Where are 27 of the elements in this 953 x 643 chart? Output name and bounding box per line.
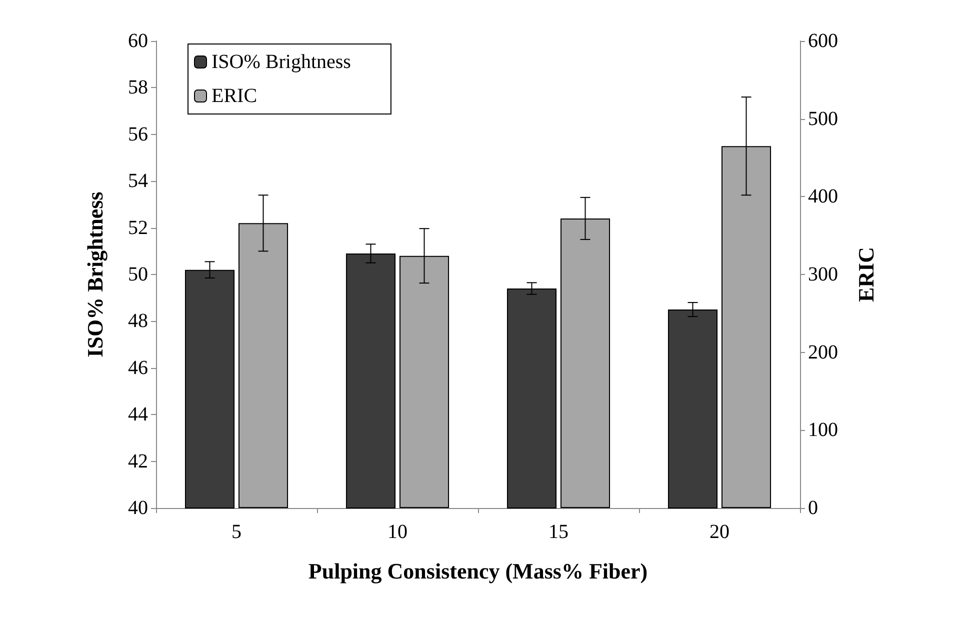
y2-tick-label: 200 — [808, 341, 838, 364]
y-tick-label: 52 — [128, 216, 148, 239]
y-tick-label: 44 — [128, 404, 148, 426]
y-tick-label: 58 — [128, 76, 148, 99]
y-tick-label: 50 — [128, 264, 148, 286]
y2-tick-label: 600 — [808, 30, 838, 52]
y2-tick-label: 400 — [808, 186, 838, 208]
y-tick-label: 60 — [128, 30, 148, 52]
x-tick-label: 10 — [388, 521, 408, 543]
x-tick-label: 15 — [548, 521, 568, 543]
y2-axis-title: ERIC — [854, 246, 878, 302]
y-tick-label: 46 — [128, 356, 148, 379]
y2-tick-label: 300 — [808, 264, 838, 286]
legend-label: ERIC — [212, 85, 258, 107]
x-axis-title: Pulping Consistency (Mass% Fiber) — [308, 558, 648, 584]
y-tick-label: 56 — [128, 123, 148, 146]
legend-label: ISO% Brightness — [212, 51, 352, 73]
y2-tick-label: 100 — [808, 419, 838, 442]
x-tick-label: 5 — [232, 521, 242, 543]
y-axis-title: ISO% Brightness — [82, 191, 108, 358]
y-tick-label: 48 — [128, 310, 148, 332]
y-tick-label: 40 — [128, 497, 148, 519]
y2-tick-label: 500 — [808, 108, 838, 130]
y-tick-label: 42 — [128, 450, 148, 472]
y2-tick-label: 0 — [808, 497, 818, 519]
x-tick-label: 20 — [710, 521, 730, 543]
y-tick-label: 54 — [128, 170, 148, 192]
